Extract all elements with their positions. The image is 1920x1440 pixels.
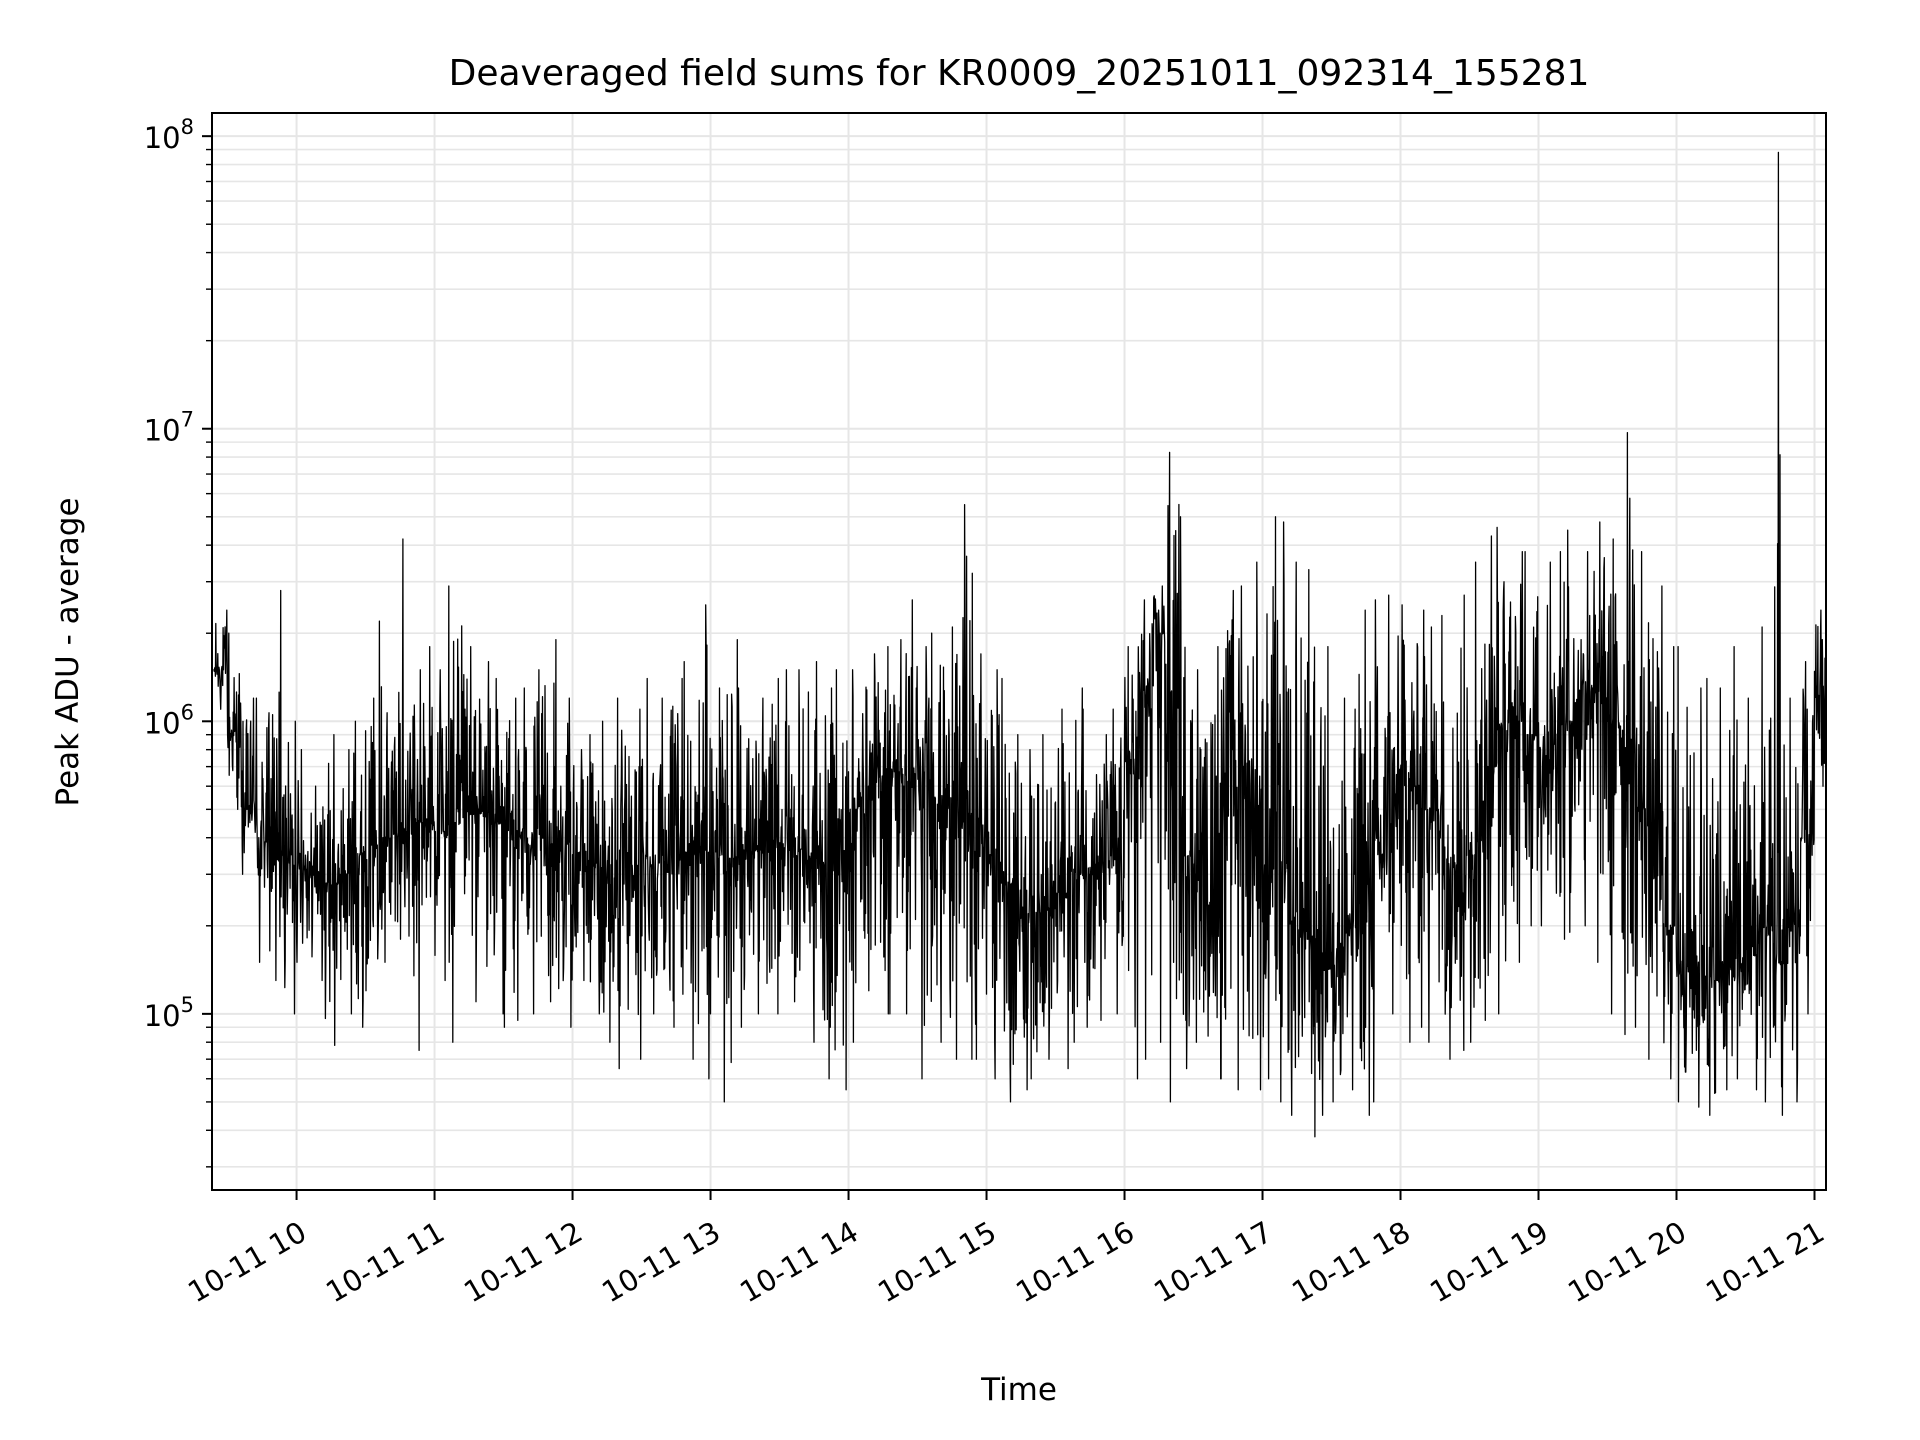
y-tick-label: 106 — [144, 700, 194, 740]
y-tick-mantissa: 10 — [144, 706, 181, 740]
y-tick-exponent: 7 — [181, 408, 194, 432]
y-axis-title: Peak ADU - average — [50, 497, 86, 806]
y-tick-label: 108 — [144, 115, 194, 155]
x-axis-title: Time — [980, 1372, 1057, 1408]
y-tick-exponent: 6 — [181, 700, 194, 724]
series-line — [213, 151, 1827, 1138]
plot-frame — [211, 112, 1827, 1191]
y-tick-label: 107 — [144, 408, 194, 448]
y-tick-mantissa: 10 — [144, 414, 181, 448]
chart-title: Deaveraged field sums for KR0009_2025101… — [449, 53, 1590, 94]
y-tick-exponent: 8 — [181, 115, 194, 139]
y-tick-label: 105 — [144, 993, 194, 1033]
y-tick-exponent: 5 — [181, 993, 194, 1017]
data-series — [213, 151, 1827, 1138]
y-tick-mantissa: 10 — [144, 121, 181, 155]
y-tick-mantissa: 10 — [144, 999, 181, 1033]
